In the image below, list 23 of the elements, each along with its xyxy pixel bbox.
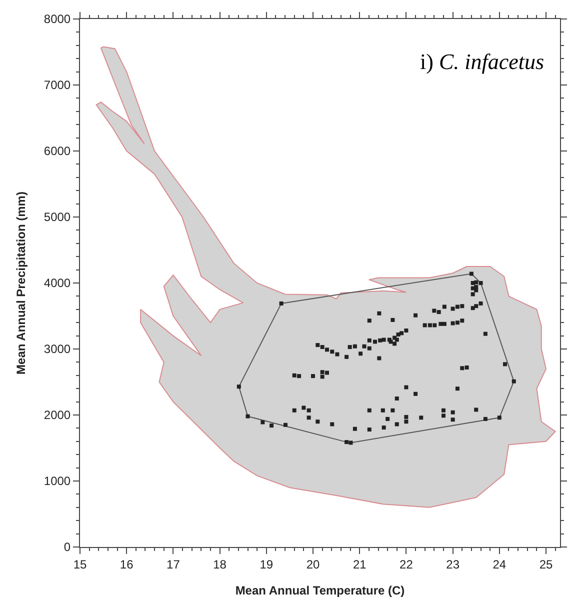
- x-tick-label: 17: [166, 557, 180, 572]
- y-tick-label: 7000: [44, 78, 71, 92]
- y-tick-label: 1000: [44, 474, 71, 488]
- y-axis-title: Mean Annual Precipitation (mm): [14, 192, 28, 374]
- x-tick-label: 18: [213, 557, 227, 572]
- x-tick-label: 20: [306, 557, 320, 572]
- y-tick-label: 5000: [44, 210, 71, 224]
- y-tick-label: 8000: [44, 12, 71, 26]
- x-axis-title: Mean Annual Temperature (C): [235, 583, 405, 598]
- x-tick-label: 15: [73, 557, 87, 572]
- y-tick-label: 2000: [44, 408, 71, 422]
- y-tick-label: 4000: [44, 276, 71, 290]
- annotation: i) C. infacetus: [420, 49, 544, 74]
- y-tick-label: 6000: [44, 144, 71, 158]
- x-tick-label: 24: [492, 557, 506, 572]
- x-tick-label: 23: [446, 557, 460, 572]
- x-tick-label: 21: [352, 557, 367, 572]
- x-tick-label: 19: [260, 557, 274, 572]
- y-tick-label: 3000: [44, 342, 71, 356]
- x-tick-label: 25: [539, 557, 554, 572]
- x-tick-label: 22: [400, 557, 414, 572]
- y-tick-label: 0: [64, 540, 71, 554]
- x-tick-label: 16: [120, 557, 134, 572]
